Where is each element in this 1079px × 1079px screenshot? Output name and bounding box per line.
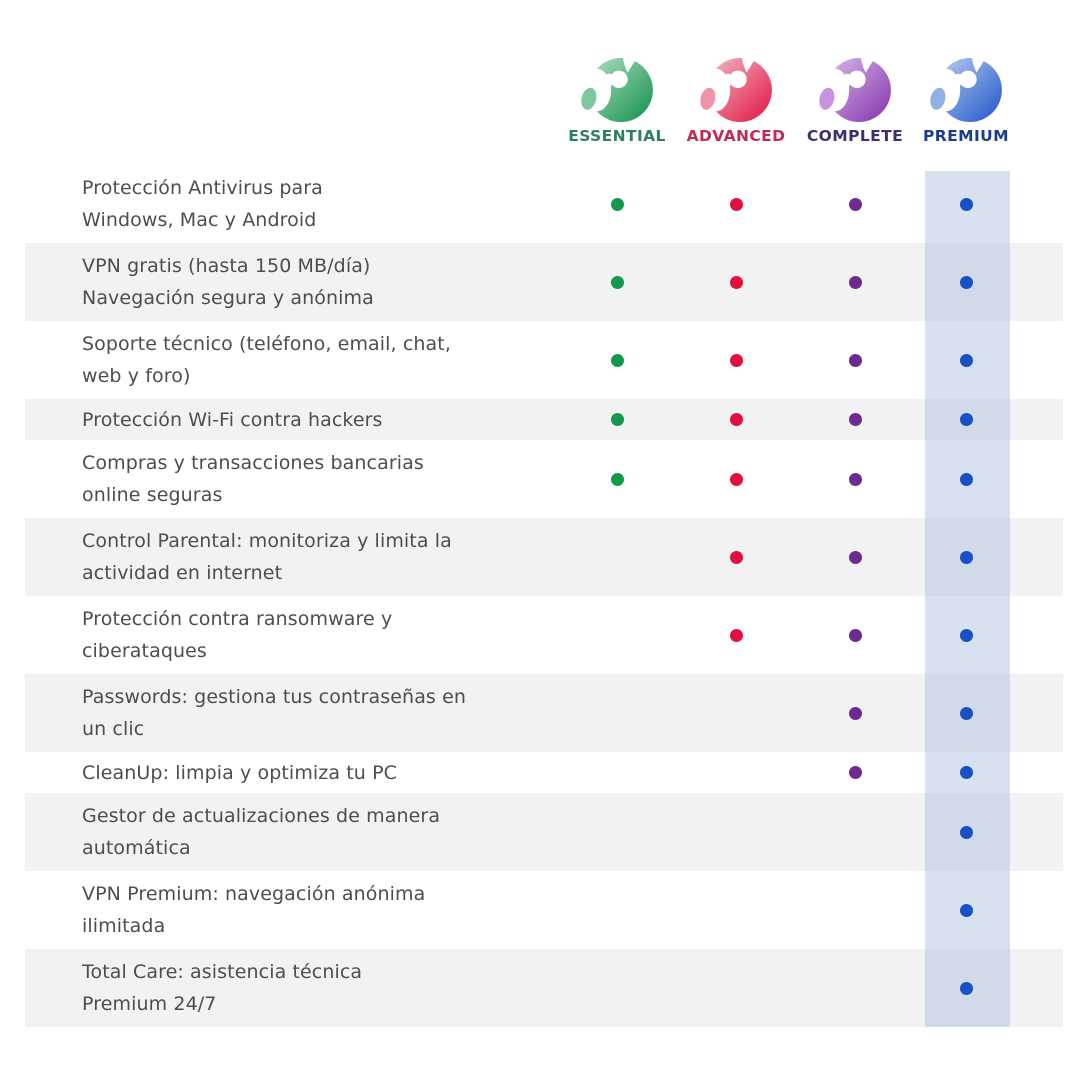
feature-description: Total Care: asistencia técnica Premium 2… (82, 961, 363, 1015)
included-dot-premium (959, 825, 973, 839)
plan-name-label: PREMIUM (923, 127, 1009, 145)
feature-description: Protección Wi-Fi contra hackers (82, 408, 383, 431)
included-dot-advanced (729, 275, 743, 289)
plan-column-complete: COMPLETE (796, 58, 914, 145)
included-dot-complete (848, 628, 862, 642)
premium-column-highlight (925, 171, 1010, 1027)
included-dot-complete (848, 275, 862, 289)
included-dot-essential (610, 413, 624, 426)
plans-header: ESSENTIAL ADVANCED (0, 0, 1079, 165)
included-dot-premium (959, 766, 973, 779)
included-dot-essential (610, 275, 624, 289)
included-dot-premium (959, 706, 973, 720)
included-dot-essential (610, 353, 624, 367)
included-dot-complete (848, 550, 862, 564)
plan-column-essential: ESSENTIAL (558, 58, 676, 145)
panda-logo-icon (819, 58, 891, 123)
feature-comparison-table: Protección Antivirus para Windows, Mac y… (0, 165, 1079, 1027)
feature-row: Total Care: asistencia técnica Premium 2… (25, 949, 1063, 1027)
included-dot-premium (959, 413, 973, 426)
included-dot-advanced (729, 353, 743, 367)
plan-name-label: ADVANCED (686, 127, 786, 145)
plan-column-advanced: ADVANCED (677, 58, 795, 145)
included-dot-complete (848, 197, 862, 211)
feature-row: Passwords: gestiona tus contraseñas en u… (25, 674, 1063, 752)
included-dot-premium (959, 275, 973, 289)
included-dot-advanced (729, 628, 743, 642)
feature-description: Gestor de actualizaciones de manera auto… (82, 805, 441, 859)
panda-logo-icon (700, 58, 772, 123)
panda-logo-icon (930, 58, 1002, 123)
feature-row: VPN gratis (hasta 150 MB/día) Navegación… (25, 243, 1063, 321)
included-dot-premium (959, 550, 973, 564)
panda-logo-icon (581, 58, 653, 123)
included-dot-premium (959, 472, 973, 486)
included-dot-advanced (729, 472, 743, 486)
feature-description: Protección contra ransomware y ciberataq… (82, 608, 393, 662)
feature-row: VPN Premium: navegación anónima ilimitad… (25, 871, 1063, 949)
included-dot-complete (848, 472, 862, 486)
feature-description: Soporte técnico (teléfono, email, chat, … (82, 333, 451, 387)
plan-name-label: ESSENTIAL (568, 127, 666, 145)
included-dot-advanced (729, 197, 743, 211)
feature-description: Protección Antivirus para Windows, Mac y… (82, 177, 323, 231)
plan-name-label: COMPLETE (806, 127, 904, 145)
included-dot-premium (959, 903, 973, 917)
feature-row: Gestor de actualizaciones de manera auto… (25, 793, 1063, 871)
included-dot-essential (610, 197, 624, 211)
included-dot-complete (848, 766, 862, 779)
included-dot-essential (610, 472, 624, 486)
included-dot-complete (848, 706, 862, 720)
feature-row: CleanUp: limpia y optimiza tu PC (25, 752, 1063, 793)
included-dot-premium (959, 981, 973, 995)
feature-description: Compras y transacciones bancarias online… (82, 452, 424, 506)
feature-description: Passwords: gestiona tus contraseñas en u… (82, 686, 467, 740)
included-dot-premium (959, 197, 973, 211)
feature-row: Protección Antivirus para Windows, Mac y… (25, 165, 1063, 243)
feature-description: Control Parental: monitoriza y limita la… (82, 530, 452, 584)
feature-row: Protección contra ransomware y ciberataq… (25, 596, 1063, 674)
feature-row: Protección Wi-Fi contra hackers (25, 399, 1063, 440)
included-dot-complete (848, 353, 862, 367)
included-dot-advanced (729, 550, 743, 564)
feature-description: VPN gratis (hasta 150 MB/día) Navegación… (82, 255, 374, 309)
feature-description: CleanUp: limpia y optimiza tu PC (82, 761, 398, 784)
included-dot-advanced (729, 413, 743, 426)
feature-row: Soporte técnico (teléfono, email, chat, … (25, 321, 1063, 399)
feature-description: VPN Premium: navegación anónima ilimitad… (82, 883, 426, 937)
included-dot-complete (848, 413, 862, 426)
plan-column-premium: PREMIUM (907, 58, 1025, 145)
feature-row: Control Parental: monitoriza y limita la… (25, 518, 1063, 596)
included-dot-premium (959, 353, 973, 367)
included-dot-premium (959, 628, 973, 642)
feature-row: Compras y transacciones bancarias online… (25, 440, 1063, 518)
